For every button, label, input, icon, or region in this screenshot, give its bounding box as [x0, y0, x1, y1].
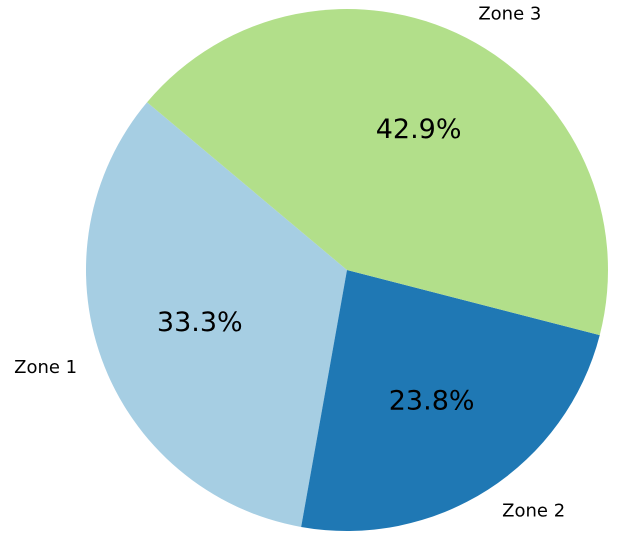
- slice-percent: 42.9%: [376, 114, 462, 145]
- pie-slice: [147, 9, 609, 336]
- slice-label: Zone 3: [478, 4, 541, 25]
- slice-percent: 23.8%: [389, 385, 475, 416]
- pie-slice: [86, 102, 347, 527]
- slice-label: Zone 1: [14, 357, 77, 378]
- slice-label: Zone 2: [502, 501, 565, 522]
- slice-percent: 33.3%: [157, 307, 243, 338]
- pie-slice: [301, 270, 600, 531]
